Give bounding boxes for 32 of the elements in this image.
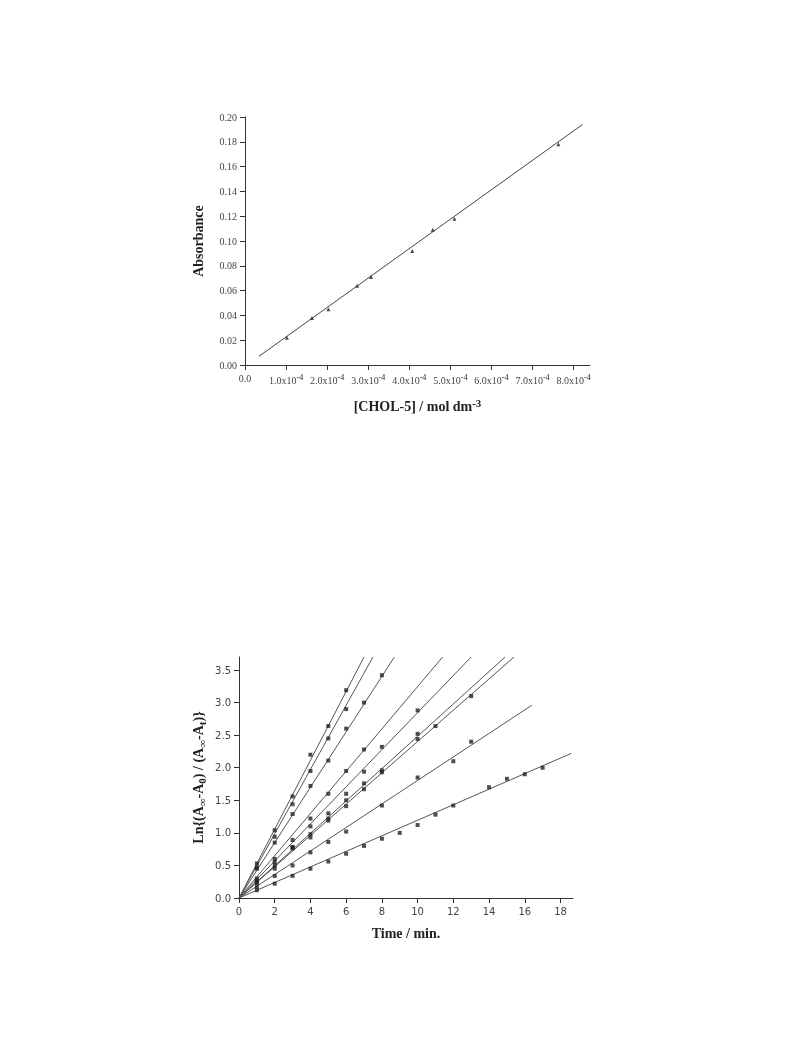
y-tick-label: 0.5 [215, 859, 231, 871]
y-tick-label: 3.0 [215, 697, 231, 709]
y-tick-label: 0.10 [219, 235, 237, 247]
y-tick-label: 0.12 [219, 210, 237, 222]
y-tick-label: 0.18 [219, 136, 237, 148]
y-tick-label: 0.0 [215, 892, 231, 904]
y-tick-label: 0.14 [219, 185, 237, 197]
y-tick-label: 0.20 [219, 111, 237, 123]
y-tick-label: 1.5 [215, 794, 231, 806]
y-tick-label: 1.0 [215, 827, 231, 839]
x-tick-label: 0 [235, 905, 243, 917]
y-tick-label: 0.08 [219, 260, 237, 272]
x-tick-label: 2 [271, 905, 278, 917]
y-axis-title: Absorbance [190, 205, 206, 277]
x-tick-label: 16 [518, 905, 532, 917]
x-tick-label: 6 [342, 905, 350, 917]
x-tick-label: 18 [554, 905, 567, 917]
y-tick-label: 2.0 [215, 762, 231, 774]
y-tick-label: 0.02 [219, 334, 237, 346]
x-tick-label: 10 [411, 905, 424, 917]
y-tick-label: 3.5 [215, 664, 231, 676]
x-tick-label: 12 [446, 905, 460, 917]
y-tick-label: 0.16 [219, 161, 237, 173]
x-tick-label: 0.0 [238, 372, 252, 384]
x-axis-title: Time / min. [371, 925, 441, 941]
y-tick-label: 0.04 [219, 309, 237, 321]
y-tick-label: 2.5 [215, 729, 231, 741]
y-tick-label: 0.00 [219, 359, 237, 371]
y-tick-label: 0.06 [219, 285, 237, 297]
x-tick-label: 8 [378, 905, 386, 917]
x-tick-label: 4 [307, 905, 314, 917]
x-tick-label: 14 [482, 905, 496, 917]
